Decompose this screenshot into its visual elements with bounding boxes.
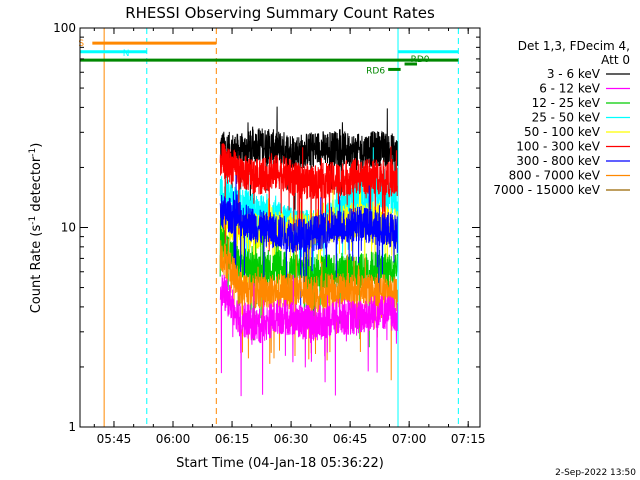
legend-label-8: 7000 - 15000 keV (493, 183, 600, 197)
x-tick-label-1: 06:00 (156, 432, 191, 446)
x-tick-label-0: 05:45 (97, 432, 132, 446)
series-line-6 (219, 175, 398, 309)
x-tick-label-2: 06:15 (215, 432, 250, 446)
legend-label-4: 50 - 100 keV (524, 125, 601, 139)
y-axis-label-sup2: -1 (28, 148, 38, 157)
x-tick-label-5: 07:00 (392, 432, 427, 446)
y-axis-label-main: Count Rate (s (29, 225, 44, 314)
legend-label-0: 3 - 6 keV (547, 67, 601, 81)
series-line-7 (219, 238, 398, 381)
timestamp: 2-Sep-2022 13:50 (555, 468, 636, 478)
legend-header-line1: Det 1,3, FDecim 4, (518, 39, 630, 53)
series-line-1 (219, 274, 398, 397)
legend-header-line2: Att 0 (601, 53, 630, 67)
legend-label-7: 800 - 7000 keV (509, 169, 601, 183)
y-axis-label-end: ) (29, 143, 44, 148)
axes: 05:45 06:00 06:15 06:30 06:45 07:00 07:15 1 10 10… (53, 21, 485, 446)
y-axis-label-mid: detector (29, 156, 44, 216)
series-line-5 (219, 143, 398, 252)
legend-label-1: 6 - 12 keV (539, 82, 601, 96)
x-tick-label-6: 07:15 (451, 432, 486, 446)
legend-label-5: 100 - 300 keV (516, 140, 600, 154)
legend-label-3: 25 - 50 keV (532, 111, 601, 125)
flag-label-rd0: RD0 (411, 55, 430, 65)
legend-label-6: 300 - 800 keV (516, 154, 600, 168)
flag-label-n: N (123, 49, 130, 59)
x-tick-label-3: 06:30 (274, 432, 309, 446)
flag-label-s: S (78, 39, 84, 49)
y-axis-label-sup1: -1 (28, 216, 38, 225)
x-tick-label-4: 06:45 (333, 432, 368, 446)
y-tick-label-0: 1 (68, 420, 76, 434)
x-axis-label: Start Time (04-Jan-18 05:36:22) (176, 456, 384, 471)
y-tick-label-1: 10 (61, 221, 76, 235)
y-axis-label: Count Rate (s-1 detector-1) (28, 143, 44, 314)
series-line-0 (219, 106, 398, 227)
chart-title: RHESSI Observing Summary Count Rates (125, 4, 435, 22)
legend-label-2: 12 - 25 keV (532, 96, 601, 110)
plot-area: S N RD0 RD6 (78, 28, 459, 427)
y-tick-label-2: 100 (53, 21, 76, 35)
flag-label-rd6: RD6 (366, 66, 385, 76)
